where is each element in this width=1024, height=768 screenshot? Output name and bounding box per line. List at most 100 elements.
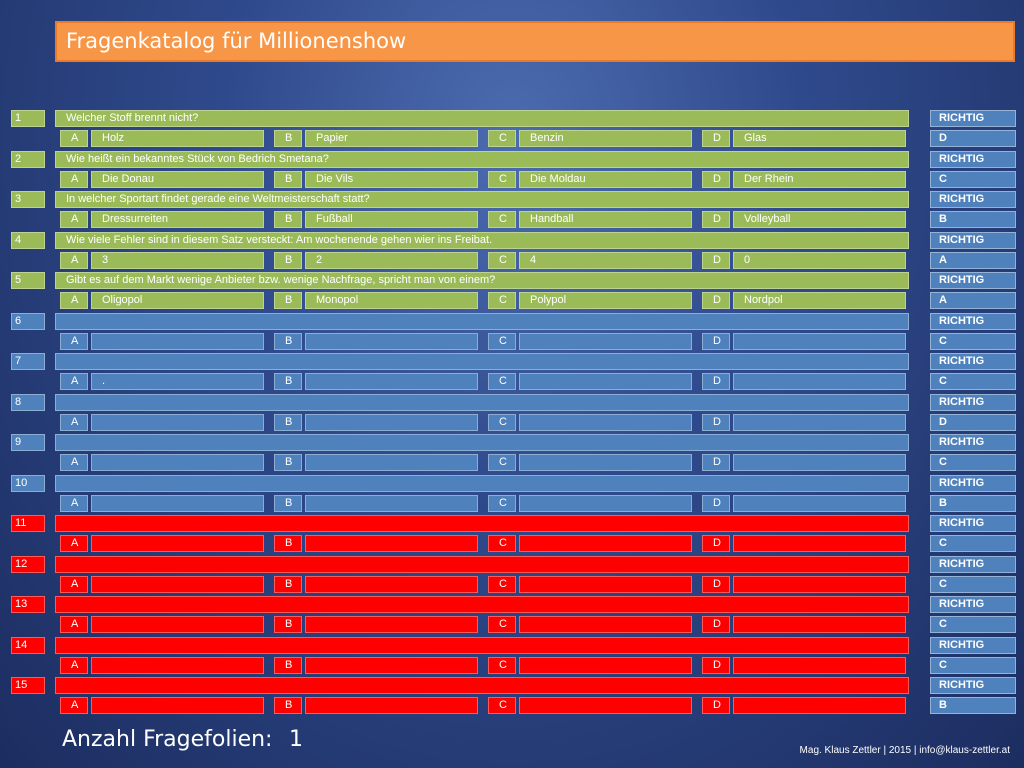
answer-option-a[interactable]: Oligopol: [91, 292, 264, 309]
correct-answer[interactable]: C: [930, 616, 1016, 633]
answer-option-a[interactable]: [91, 576, 264, 593]
correct-answer[interactable]: B: [930, 697, 1016, 714]
answer-option-b[interactable]: Papier: [305, 130, 478, 147]
correct-answer[interactable]: C: [930, 657, 1016, 674]
correct-answer[interactable]: B: [930, 211, 1016, 228]
question-text[interactable]: [55, 677, 909, 694]
answer-option-c[interactable]: Die Moldau: [519, 171, 692, 188]
correct-answer[interactable]: C: [930, 171, 1016, 188]
question-text[interactable]: [55, 394, 909, 411]
answer-option-d[interactable]: [733, 697, 906, 714]
answer-option-c[interactable]: [519, 454, 692, 471]
answer-option-c[interactable]: [519, 616, 692, 633]
question-text[interactable]: In welcher Sportart findet gerade eine W…: [55, 191, 909, 208]
answer-option-c[interactable]: [519, 535, 692, 552]
answer-option-a[interactable]: [91, 495, 264, 512]
answer-option-d[interactable]: [733, 495, 906, 512]
answer-option-b[interactable]: [305, 576, 478, 593]
answer-option-c[interactable]: [519, 576, 692, 593]
answer-option-d[interactable]: [733, 414, 906, 431]
answer-option-b[interactable]: [305, 454, 478, 471]
answer-option-d[interactable]: Der Rhein: [733, 171, 906, 188]
correct-answer[interactable]: D: [930, 130, 1016, 147]
answer-option-b[interactable]: 2: [305, 252, 478, 269]
answer-letter-b: B: [274, 576, 302, 593]
answer-letter-d: D: [702, 535, 730, 552]
answer-letter-a: A: [60, 454, 88, 471]
answer-option-a[interactable]: 3: [91, 252, 264, 269]
answer-option-b[interactable]: Die Vils: [305, 171, 478, 188]
answer-option-b[interactable]: [305, 697, 478, 714]
answer-option-b[interactable]: [305, 535, 478, 552]
answer-option-d[interactable]: Glas: [733, 130, 906, 147]
answer-option-c[interactable]: [519, 333, 692, 350]
answer-letter-c: C: [488, 535, 516, 552]
answer-option-a[interactable]: [91, 697, 264, 714]
answer-option-c[interactable]: [519, 697, 692, 714]
answer-option-c[interactable]: [519, 657, 692, 674]
answer-option-b[interactable]: [305, 414, 478, 431]
answer-option-b[interactable]: [305, 657, 478, 674]
answer-option-a[interactable]: [91, 454, 264, 471]
question-text[interactable]: [55, 556, 909, 573]
question-text[interactable]: [55, 353, 909, 370]
answer-option-a[interactable]: Dressurreiten: [91, 211, 264, 228]
answer-option-d[interactable]: [733, 657, 906, 674]
answer-option-b[interactable]: [305, 333, 478, 350]
answer-option-a[interactable]: Die Donau: [91, 171, 264, 188]
question-text[interactable]: [55, 434, 909, 451]
correct-answer[interactable]: C: [930, 535, 1016, 552]
answer-option-b[interactable]: [305, 373, 478, 390]
answer-option-d[interactable]: Volleyball: [733, 211, 906, 228]
correct-answer[interactable]: C: [930, 373, 1016, 390]
answer-option-c[interactable]: [519, 414, 692, 431]
answer-option-a[interactable]: [91, 414, 264, 431]
answer-option-c[interactable]: [519, 495, 692, 512]
question-text[interactable]: Wie heißt ein bekanntes Stück von Bedric…: [55, 151, 909, 168]
correct-answer[interactable]: D: [930, 414, 1016, 431]
correct-answer[interactable]: A: [930, 252, 1016, 269]
question-text[interactable]: [55, 515, 909, 532]
answer-option-c[interactable]: Polypol: [519, 292, 692, 309]
answer-option-d[interactable]: [733, 373, 906, 390]
answer-option-b[interactable]: [305, 616, 478, 633]
question-text[interactable]: Welcher Stoff brennt nicht?: [55, 110, 909, 127]
answer-option-a[interactable]: Holz: [91, 130, 264, 147]
answer-option-c[interactable]: Handball: [519, 211, 692, 228]
question-text[interactable]: [55, 313, 909, 330]
correct-answer[interactable]: C: [930, 333, 1016, 350]
answer-option-a[interactable]: [91, 657, 264, 674]
answer-option-c[interactable]: Benzin: [519, 130, 692, 147]
answer-option-b[interactable]: [305, 495, 478, 512]
question-text[interactable]: Gibt es auf dem Markt wenige Anbieter bz…: [55, 272, 909, 289]
answer-option-d[interactable]: [733, 454, 906, 471]
answer-letter-c: C: [488, 454, 516, 471]
answer-letter-d: D: [702, 616, 730, 633]
correct-answer[interactable]: A: [930, 292, 1016, 309]
answer-option-a[interactable]: [91, 535, 264, 552]
answer-letter-c: C: [488, 495, 516, 512]
correct-answer[interactable]: B: [930, 495, 1016, 512]
answer-option-c[interactable]: 4: [519, 252, 692, 269]
answer-option-a[interactable]: [91, 616, 264, 633]
question-text[interactable]: [55, 637, 909, 654]
answer-option-a[interactable]: .: [91, 373, 264, 390]
answer-option-b[interactable]: Fußball: [305, 211, 478, 228]
answer-letter-b: B: [274, 252, 302, 269]
answer-option-c[interactable]: [519, 373, 692, 390]
answer-letter-a: A: [60, 576, 88, 593]
answer-option-d[interactable]: [733, 535, 906, 552]
answer-option-d[interactable]: 0: [733, 252, 906, 269]
answer-option-d[interactable]: [733, 616, 906, 633]
answer-option-a[interactable]: [91, 333, 264, 350]
question-text[interactable]: [55, 596, 909, 613]
answer-option-d[interactable]: [733, 333, 906, 350]
question-text[interactable]: [55, 475, 909, 492]
correct-answer[interactable]: C: [930, 454, 1016, 471]
question-text[interactable]: Wie viele Fehler sind in diesem Satz ver…: [55, 232, 909, 249]
answer-option-d[interactable]: [733, 576, 906, 593]
correct-answer[interactable]: C: [930, 576, 1016, 593]
answer-option-d[interactable]: Nordpol: [733, 292, 906, 309]
answer-option-b[interactable]: Monopol: [305, 292, 478, 309]
answer-letter-c: C: [488, 252, 516, 269]
